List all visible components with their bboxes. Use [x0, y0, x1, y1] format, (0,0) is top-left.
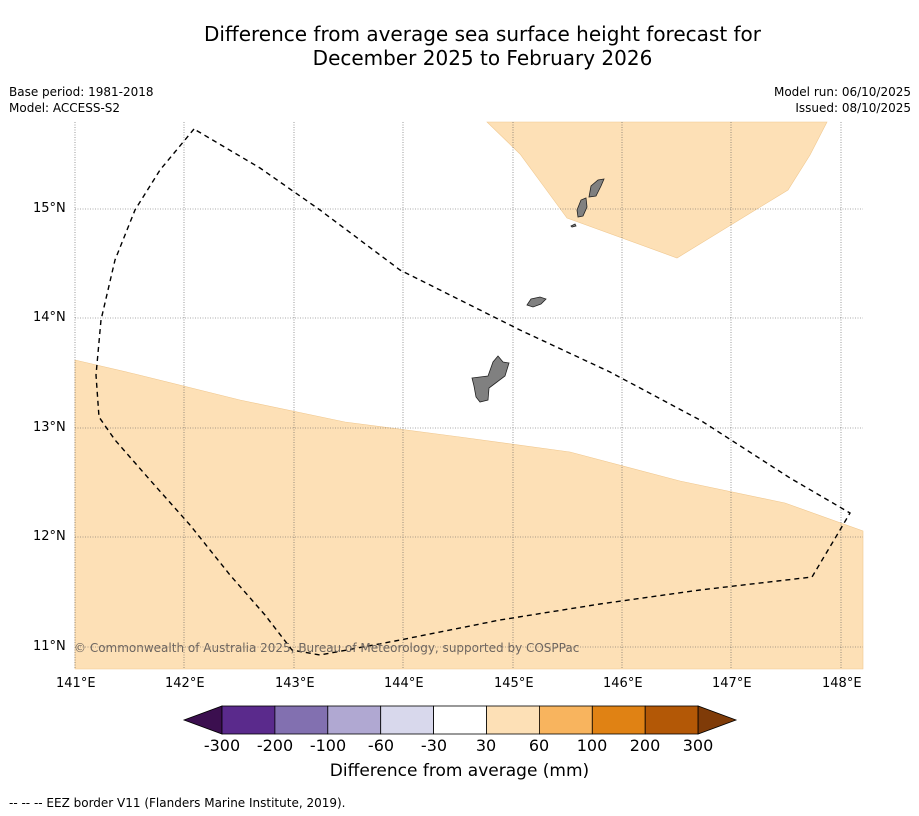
island-tinian	[576, 197, 588, 218]
islands	[471, 178, 605, 403]
copyright-text: © Commonwealth of Australia 2025, Bureau…	[74, 641, 580, 655]
colorbar-label: -200	[256, 736, 294, 755]
gridlines	[74, 122, 863, 669]
lon-label: 142°E	[165, 676, 205, 691]
lat-label: 11°N	[33, 639, 66, 654]
eez-border	[95, 128, 851, 656]
colorbar-segment	[539, 705, 593, 735]
colorbar-label: 30	[475, 736, 497, 755]
lon-label: 144°E	[384, 676, 424, 691]
issued-date: Issued: 08/10/2025	[795, 101, 911, 115]
meta-right: Model run: 06/10/2025 Issued: 08/10/2025	[774, 84, 911, 116]
colorbar-segment	[486, 705, 540, 735]
island-guam	[471, 355, 510, 403]
colorbar	[182, 705, 738, 735]
chart-title: Difference from average sea surface heig…	[0, 22, 919, 70]
island-aguijan	[570, 223, 577, 228]
meta-left: Base period: 1981-2018 Model: ACCESS-S2	[9, 84, 154, 116]
model-run: Model run: 06/10/2025	[773, 85, 911, 99]
colorbar-label: -30	[420, 736, 448, 755]
lon-label: 145°E	[494, 676, 534, 691]
lat-label: 13°N	[33, 420, 66, 435]
colorbar-segment	[380, 705, 435, 735]
colorbar-label: 60	[528, 736, 550, 755]
colorbar-segment	[327, 705, 382, 735]
colorbar-label: -60	[367, 736, 395, 755]
colorbar-label: 300	[682, 736, 714, 755]
base-period: Base period: 1981-2018	[9, 85, 154, 99]
shaded-region-south	[74, 359, 864, 670]
colorbar-title: Difference from average (mm)	[329, 761, 590, 781]
colorbar-label: -100	[309, 736, 347, 755]
colorbar-label: 100	[576, 736, 608, 755]
colorbar-label: 200	[629, 736, 661, 755]
lat-label: 14°N	[33, 310, 66, 325]
title-line-1: Difference from average sea surface heig…	[203, 22, 762, 46]
lon-label: 143°E	[275, 676, 315, 691]
colorbar-segment	[591, 705, 646, 735]
island-rota	[526, 296, 547, 308]
lon-label: 147°E	[712, 676, 752, 691]
colorbar-segment	[221, 705, 276, 735]
lon-label: 148°E	[822, 676, 862, 691]
colorbar-extend-min	[182, 705, 223, 735]
colorbar-segment	[644, 705, 699, 735]
colorbar-segment	[433, 705, 487, 735]
colorbar-label: -300	[203, 736, 241, 755]
lon-label: 141°E	[56, 676, 96, 691]
model-name: Model: ACCESS-S2	[9, 101, 121, 115]
shaded-region-north	[486, 121, 828, 259]
lon-label: 146°E	[603, 676, 643, 691]
title-line-2: December 2025 to February 2026	[312, 46, 653, 70]
colorbar-segment	[274, 705, 329, 735]
lat-label: 15°N	[33, 201, 66, 216]
eez-legend-footer: -- -- -- EEZ border V11 (Flanders Marine…	[9, 796, 346, 810]
lat-label: 12°N	[33, 529, 66, 544]
island-saipan	[588, 178, 605, 198]
colorbar-extend-max	[697, 705, 738, 735]
